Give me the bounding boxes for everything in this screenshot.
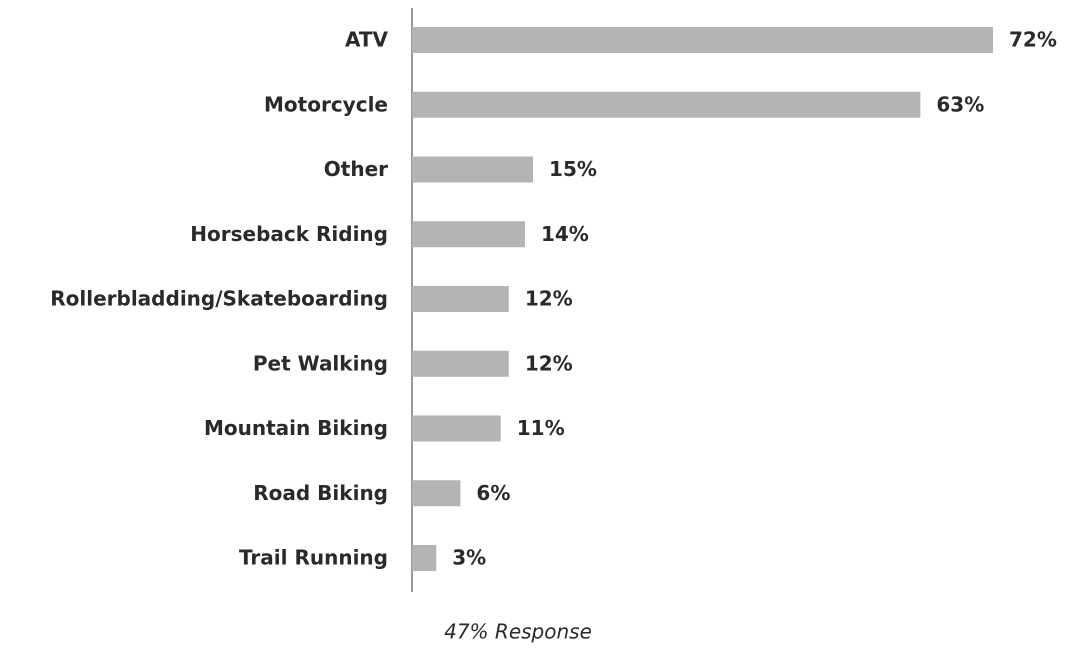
value-label: 15% — [549, 157, 597, 181]
value-label: 12% — [525, 287, 573, 311]
value-label: 11% — [517, 416, 565, 440]
bar — [412, 545, 437, 571]
category-label: Rollerbladding/Skateboarding — [50, 287, 388, 311]
value-label: 14% — [541, 222, 589, 246]
category-label: Other — [324, 157, 388, 181]
bar — [412, 350, 509, 377]
value-label: 6% — [476, 481, 510, 505]
category-label: Trail Running — [239, 546, 388, 570]
value-label: 63% — [936, 92, 984, 116]
value-label: 3% — [452, 546, 486, 570]
bar — [412, 286, 509, 312]
category-label: Motorcycle — [264, 92, 388, 116]
bar — [412, 415, 501, 442]
bar — [412, 27, 993, 53]
bar — [412, 480, 461, 507]
value-label: 12% — [525, 351, 573, 375]
category-label: Road Biking — [253, 481, 388, 505]
category-label: Mountain Biking — [204, 416, 388, 440]
category-label: Pet Walking — [253, 351, 388, 375]
category-label: ATV — [345, 28, 389, 52]
annotation: 47% Response — [444, 620, 592, 644]
bar — [412, 221, 525, 248]
category-label: Horseback Riding — [190, 222, 388, 246]
bar — [412, 91, 921, 118]
bar — [412, 156, 534, 183]
value-label: 72% — [1009, 28, 1057, 52]
